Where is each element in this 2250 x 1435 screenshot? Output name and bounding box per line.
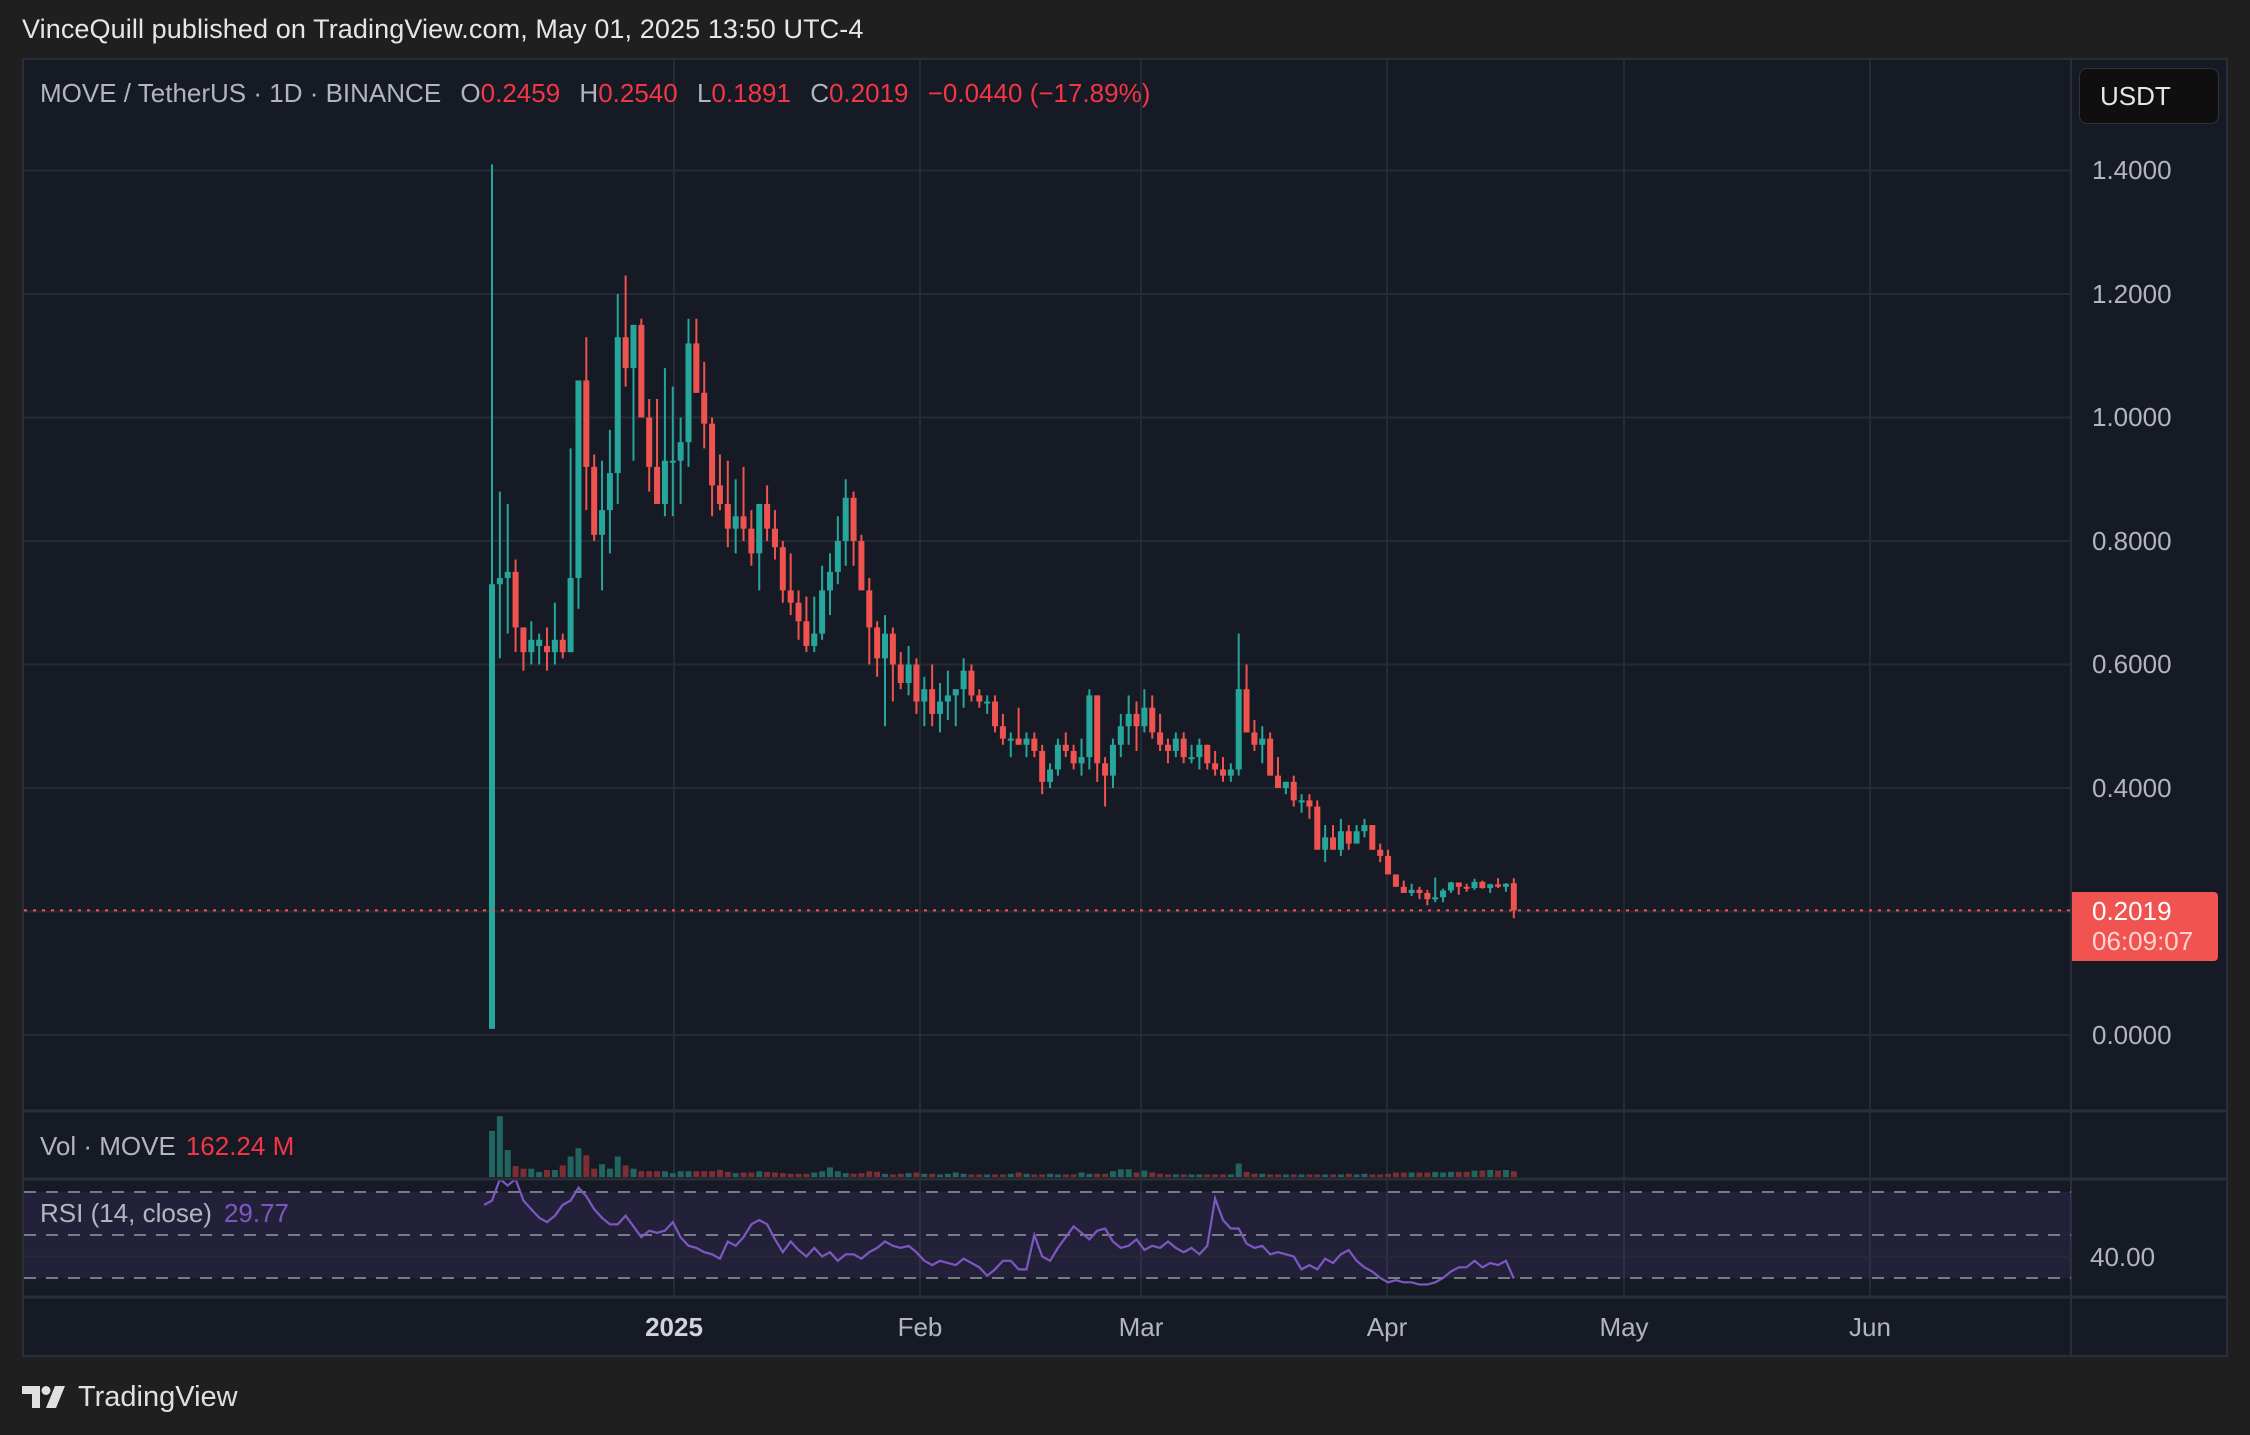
price-tick: 0.4000 <box>2092 773 2172 803</box>
time-label-jun: Jun <box>1849 1312 1891 1342</box>
high-label: H <box>579 78 599 108</box>
price-tick: 1.4000 <box>2092 155 2172 185</box>
rsi-line <box>483 1177 1515 1286</box>
bar-countdown: 06:09:07 <box>2092 926 2194 956</box>
open-value: 0.2459 <box>480 78 561 108</box>
candlesticks <box>24 164 2071 1029</box>
price-tick: 1.2000 <box>2092 279 2172 309</box>
rsi-label: RSI (14, close) <box>40 1198 212 1228</box>
price-tick: 1.0000 <box>2092 402 2172 432</box>
chart-grid <box>24 60 2072 1357</box>
last-price: 0.2019 <box>2092 896 2172 926</box>
last-price-badge: 0.2019 06:09:07 <box>2072 892 2218 961</box>
time-label-feb: Feb <box>897 1312 943 1342</box>
volume-bars <box>489 1116 1517 1177</box>
rsi-axis-tick: 40.00 <box>2090 1242 2156 1272</box>
change-value: −0.0440 (−17.89%) <box>927 78 1151 108</box>
rsi-legend[interactable]: RSI (14, close) 29.77 <box>40 1198 289 1229</box>
close-label: C <box>810 78 829 108</box>
volume-legend[interactable]: Vol · MOVE 162.24 M <box>40 1131 294 1162</box>
price-tick: 0.0000 <box>2092 1020 2172 1050</box>
currency-button[interactable]: USDT <box>2079 68 2219 124</box>
price-tick: 0.6000 <box>2092 649 2172 679</box>
time-label-apr: Apr <box>1366 1312 1408 1342</box>
publish-caption: VinceQuill published on TradingView.com,… <box>22 14 864 44</box>
rsi-band <box>24 1191 2071 1279</box>
time-label-mar: Mar <box>1118 1312 1164 1342</box>
symbol-title[interactable]: MOVE / TetherUS · 1D · BINANCE <box>40 78 442 108</box>
price-tick: 0.8000 <box>2092 526 2172 556</box>
high-value: 0.2540 <box>598 78 678 108</box>
brand-name: TradingView <box>78 1381 238 1413</box>
tradingview-logo[interactable]: TradingView <box>22 1381 238 1414</box>
low-label: L <box>696 78 712 108</box>
chart-frame[interactable] <box>22 58 2228 1357</box>
symbol-legend[interactable]: MOVE / TetherUS · 1D · BINANCE O0.2459 H… <box>40 78 1150 109</box>
pane-separators[interactable] <box>24 1109 2226 1299</box>
close-value: 0.2019 <box>828 78 909 108</box>
rsi-value: 29.77 <box>223 1198 290 1228</box>
time-label-may: May <box>1599 1312 1649 1342</box>
tradingview-logo-icon <box>22 1385 65 1408</box>
time-label-2025: 2025 <box>645 1312 703 1342</box>
volume-value: 162.24 M <box>185 1131 295 1161</box>
open-label: O <box>460 78 481 108</box>
volume-label: Vol · MOVE <box>40 1131 176 1161</box>
low-value: 0.1891 <box>711 78 791 108</box>
